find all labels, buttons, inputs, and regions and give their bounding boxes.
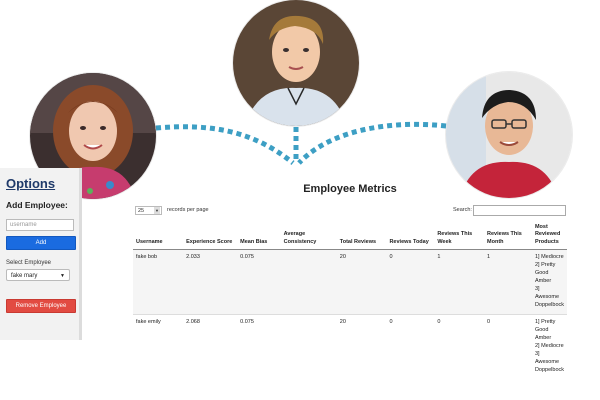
product-item: 1] Pretty Good Amber [534, 319, 556, 341]
product-item: 2] Mediocre [534, 342, 564, 349]
person-photo-right [446, 72, 572, 198]
add-employee-label: Add Employee: [6, 200, 68, 210]
col-header-consistency[interactable]: Average Consistency [280, 222, 337, 251]
product-item: 3] Awesome Doppelbock [534, 286, 564, 309]
cell-products: 1] Pretty Good Amber 2] Mediocre 3] Awes… [531, 314, 567, 379]
table-controls: 25 ▼ records per page Search: [135, 204, 570, 218]
cell-consistency [280, 314, 337, 379]
cell-consistency [280, 249, 337, 315]
table-header-row: Username Experience Score Mean Bias Aver… [133, 222, 567, 251]
connector-right [297, 121, 447, 165]
page-title: Employee Metrics [303, 183, 397, 195]
table-row: fake bob 2.033 0.075 20 0 1 1 1] Mediocr… [133, 249, 567, 315]
col-header-username[interactable]: Username [133, 222, 184, 251]
col-header-month[interactable]: Reviews This Month [484, 222, 532, 251]
cell-today: 0 [386, 249, 435, 315]
cell-experience: 2.068 [183, 314, 238, 379]
remove-employee-button[interactable]: Remove Employee [6, 299, 76, 313]
caret-down-icon: ▼ [60, 273, 65, 279]
col-header-bias[interactable]: Mean Bias [237, 222, 281, 251]
cell-month: 0 [484, 314, 532, 379]
table-row: fake emily 2.068 0.075 20 0 0 0 1] Prett… [133, 314, 567, 379]
page-length-select[interactable]: 25 ▼ [135, 206, 162, 215]
cell-products: 1] Mediocre 2] Pretty Good Amber 3] Awes… [531, 249, 567, 315]
employee-select-value: fake mary [11, 273, 38, 279]
search-label: Search: [453, 207, 472, 213]
search-input[interactable] [473, 205, 566, 216]
cell-total: 20 [336, 249, 387, 315]
options-heading: Options [6, 176, 56, 191]
col-header-week[interactable]: Reviews This Week [434, 222, 485, 251]
cell-today: 0 [386, 314, 435, 379]
col-header-experience[interactable]: Experience Score [183, 222, 238, 251]
cell-username: fake bob [133, 249, 184, 315]
page-length-label: records per page [167, 207, 209, 213]
select-employee-label: Select Employee [6, 260, 52, 266]
product-item: 3] Awesome Doppelbock [534, 350, 564, 373]
connector-left [155, 124, 295, 165]
page-length-value: 25 [138, 208, 145, 214]
cell-total: 20 [336, 314, 387, 379]
username-input[interactable] [6, 219, 74, 231]
caret-down-icon: ▼ [154, 207, 160, 214]
cell-month: 1 [484, 249, 532, 315]
cell-bias: 0.075 [237, 249, 281, 315]
add-button[interactable]: Add [6, 236, 76, 250]
cell-week: 0 [434, 314, 485, 379]
cell-username: fake emily [133, 314, 184, 379]
cell-experience: 2.033 [183, 249, 238, 315]
person-photo-center [233, 0, 359, 126]
col-header-total[interactable]: Total Reviews [336, 222, 387, 251]
employee-metrics-table: Username Experience Score Mean Bias Aver… [133, 222, 567, 379]
col-header-today[interactable]: Reviews Today [386, 222, 435, 251]
cell-week: 1 [434, 249, 485, 315]
options-sidebar: Options Add Employee: Add Select Employe… [0, 168, 82, 340]
cell-bias: 0.075 [237, 314, 281, 379]
product-item: 2] Pretty Good Amber [534, 262, 556, 285]
employee-select[interactable]: fake mary ▼ [6, 269, 70, 281]
col-header-products[interactable]: Most Reviewed Products [531, 222, 567, 251]
product-item: 1] Mediocre [534, 254, 564, 261]
